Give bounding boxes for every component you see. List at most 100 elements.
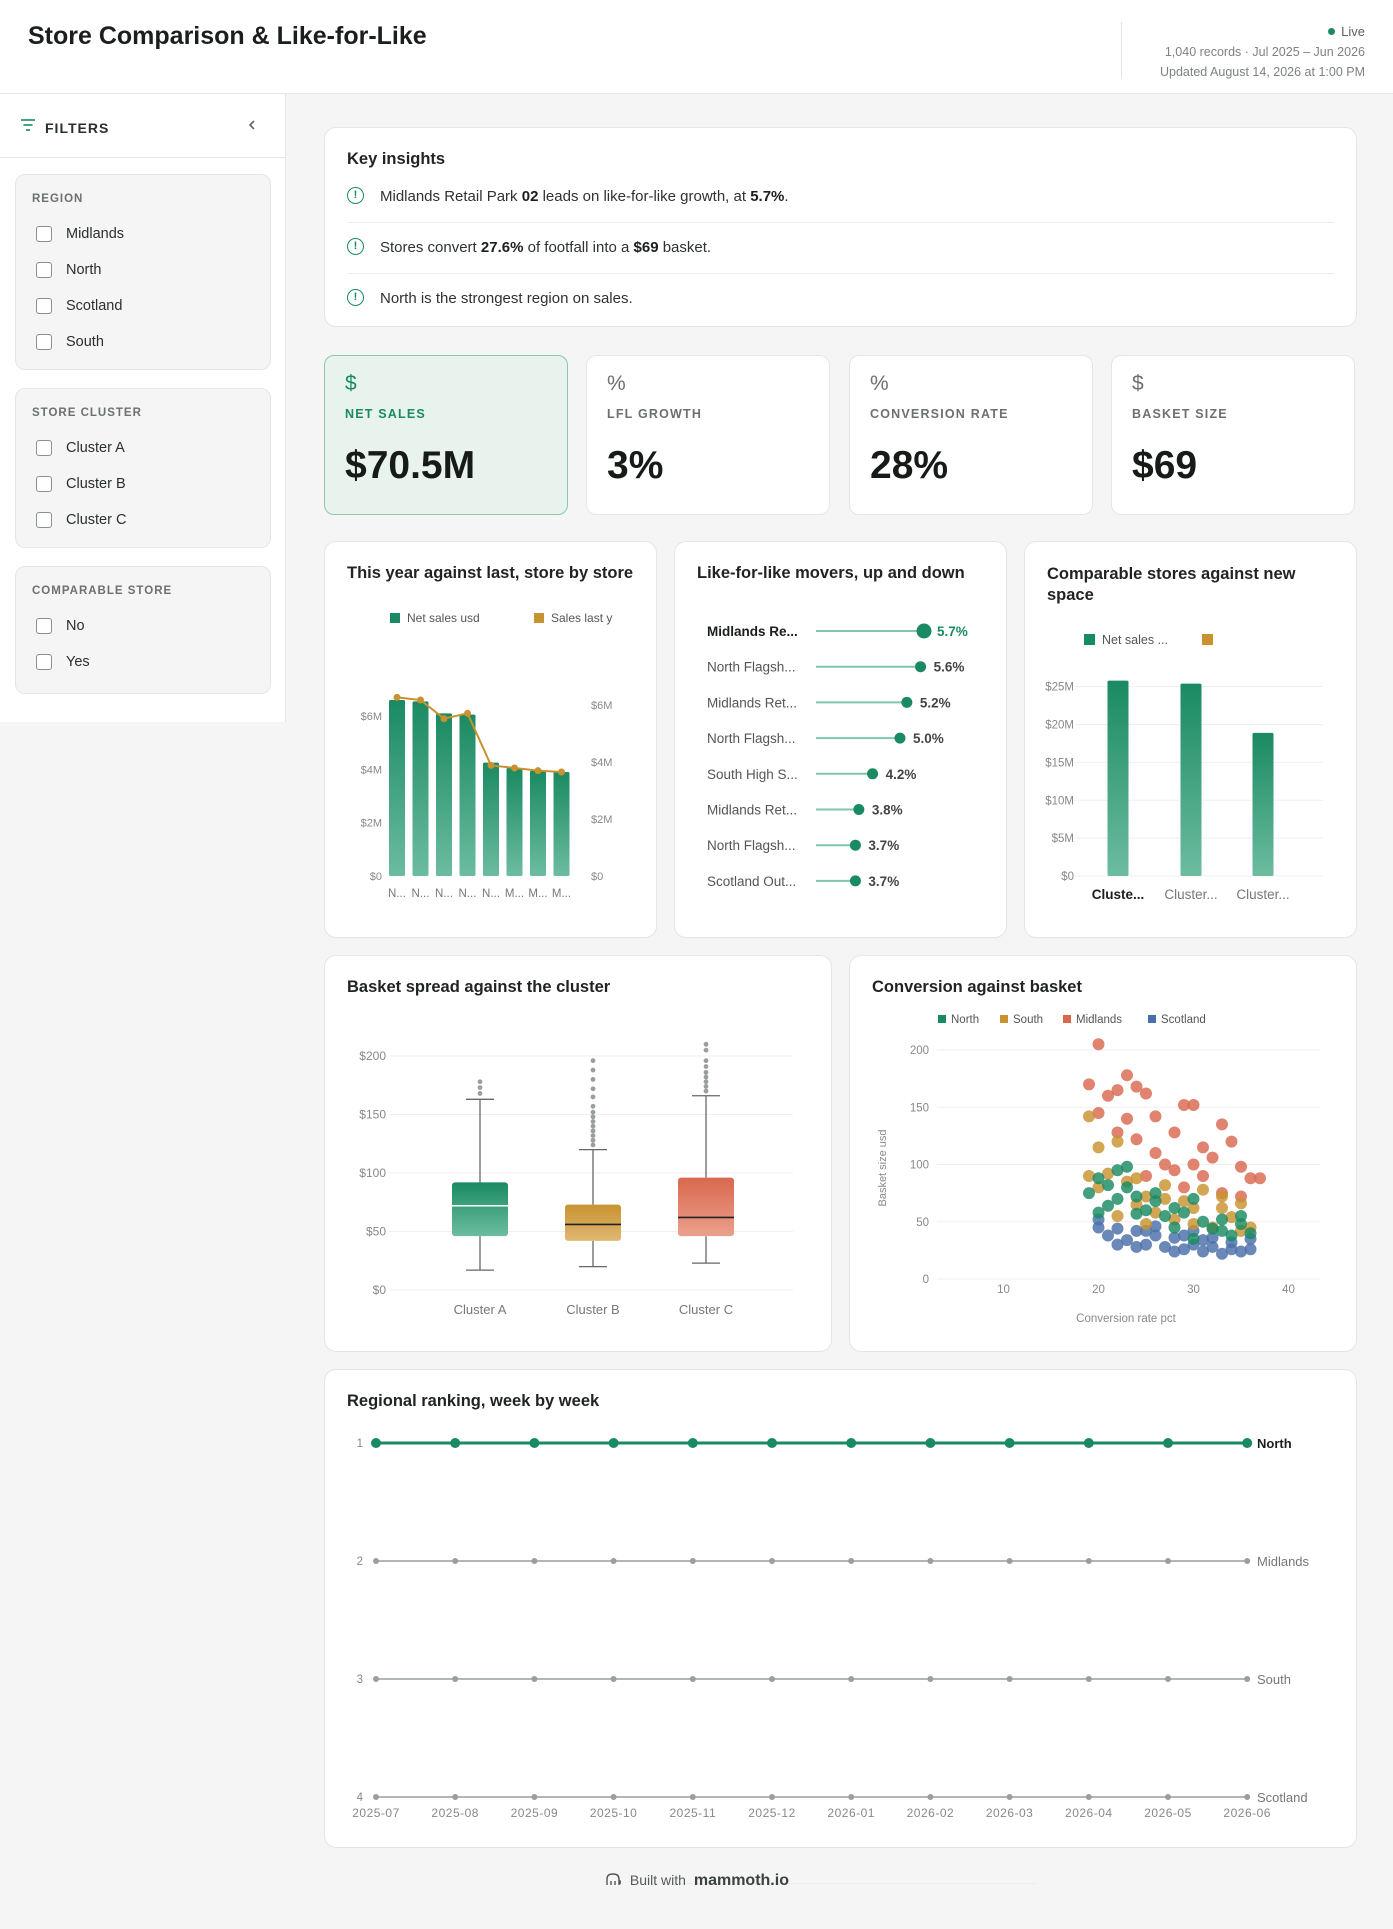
scatter-point [1140, 1087, 1152, 1100]
kpi-label: NET SALES [345, 407, 426, 421]
checkbox[interactable] [36, 440, 52, 456]
insight-item: ! Midlands Retail Park 02 leads on like-… [347, 173, 1334, 223]
checkbox[interactable] [36, 618, 52, 634]
kpi-net-sales[interactable]: $ NET SALES $70.5M [324, 355, 568, 515]
y-tick-label: $0 [370, 871, 382, 883]
y-tick-label: $5M [1052, 833, 1074, 845]
scatter-point [1178, 1195, 1190, 1208]
rank-point [846, 1438, 857, 1448]
x-tick-label: Cluster... [1164, 887, 1217, 902]
legend-swatch [1000, 1015, 1008, 1023]
box [678, 1177, 734, 1237]
checkbox[interactable] [36, 334, 52, 350]
filter-group-region: REGION Midlands North Scotland South [15, 174, 271, 370]
filter-option-label: North [66, 262, 102, 278]
filter-option-label: Yes [66, 654, 90, 670]
checkbox[interactable] [36, 512, 52, 528]
scatter-point [1102, 1089, 1114, 1102]
scatter-point [1140, 1169, 1152, 1182]
scatter-point [1111, 1135, 1124, 1148]
category-label: Midlands Re... [707, 624, 798, 639]
checkbox[interactable] [36, 226, 52, 242]
y-tick-label: $15M [1045, 757, 1074, 769]
chart-lfl-movers: Midlands Re... 5.7% North Flagsh... 5.6% Mid… [707, 623, 968, 889]
outlier-point [590, 1119, 596, 1124]
scatter-point [1225, 1135, 1238, 1148]
kpi-basket-size[interactable]: $ BASKET SIZE $69 [1111, 355, 1355, 515]
legend-swatch [1202, 634, 1213, 645]
rank-point [1006, 1794, 1013, 1800]
scatter-point [1254, 1172, 1266, 1185]
chart-card-basket-spread: Basket spread against the cluster $0 $50 $… [324, 955, 832, 1352]
kpi-value: 28% [870, 444, 949, 487]
y-tick-label-right: $6M [591, 700, 612, 712]
bar [1107, 680, 1129, 876]
scatter-point [1140, 1190, 1152, 1203]
rank-point [689, 1558, 696, 1564]
kpi-label: CONVERSION RATE [870, 407, 1009, 421]
legend-label: South [1013, 1014, 1043, 1026]
bar [483, 762, 499, 876]
category-label: North Flagsh... [707, 731, 796, 746]
chart-card-yoy: This year against last, store by store N… [324, 541, 657, 938]
y-tick-label: 4 [357, 1792, 364, 1804]
y-tick-label: $4M [361, 764, 382, 776]
bar [412, 701, 429, 876]
checkbox[interactable] [36, 654, 52, 670]
footer-brand[interactable]: mammoth.io [693, 1872, 789, 1889]
chart-title: Basket spread against the cluster [347, 978, 611, 996]
lollipop-dot [849, 839, 861, 851]
outlier-point [590, 1137, 596, 1143]
chart-basket-spread: $0 $50 $100 $150 $200 Cluster A Cluster B Clust… [359, 1041, 793, 1317]
x-tick-label: 2026-06 [1223, 1806, 1271, 1820]
info-icon: ! [347, 289, 364, 306]
line-series [396, 696, 562, 773]
bar [1252, 732, 1274, 876]
rank-point [452, 1558, 459, 1564]
scatter-point [1130, 1133, 1143, 1146]
scatter-point [1121, 1160, 1133, 1173]
value-label: 3.8% [872, 803, 903, 818]
rank-point [927, 1794, 934, 1800]
legend-swatch [1148, 1015, 1156, 1023]
kpi-conversion-rate[interactable]: % CONVERSION RATE 28% [849, 355, 1093, 515]
kpi-lfl-growth[interactable]: % LFL GROWTH 3% [586, 355, 830, 515]
scatter-point [1197, 1169, 1209, 1182]
scatter-point [1092, 1038, 1105, 1051]
filter-group-title: REGION [32, 193, 84, 205]
scatter-point [1140, 1204, 1152, 1217]
legend-label: Sales last y [551, 611, 612, 625]
checkbox[interactable] [36, 476, 52, 492]
y-tick-label: $2M [361, 818, 382, 830]
rank-point [689, 1676, 696, 1682]
checkbox[interactable] [36, 298, 52, 314]
scatter-point [1092, 1206, 1105, 1219]
filters-sidebar: FILTERS REGION Midlands North Scotland S… [0, 94, 286, 722]
filters-header: FILTERS [0, 94, 285, 158]
scatter-point [1083, 1078, 1095, 1091]
rank-point [531, 1794, 538, 1800]
scatter-point [1235, 1197, 1247, 1210]
rank-point [927, 1558, 934, 1564]
page-title: Store Comparison & Like-for-Like [28, 22, 427, 50]
scatter-point [1178, 1229, 1190, 1242]
scatter-point [1111, 1126, 1124, 1139]
checkbox[interactable] [36, 262, 52, 278]
scatter-point [1140, 1238, 1152, 1251]
series-label: South [1257, 1672, 1291, 1687]
filter-option-label: Scotland [66, 298, 123, 314]
filter-option-label: Midlands [66, 226, 125, 242]
rank-point [1085, 1676, 1092, 1682]
collapse-sidebar-icon[interactable] [247, 118, 257, 132]
y-tick-label: $6M [361, 711, 382, 723]
scatter-point [1235, 1245, 1247, 1258]
filter-option-label: South [66, 334, 104, 350]
scatter-point [1083, 1110, 1095, 1123]
x-tick-label: Cluste... [1092, 887, 1145, 902]
filters-title: FILTERS [45, 120, 110, 136]
rank-point [531, 1676, 538, 1682]
rank-point [767, 1438, 777, 1448]
outlier-point [590, 1128, 596, 1134]
scatter-point [1225, 1229, 1238, 1242]
legend-swatch [938, 1015, 946, 1023]
